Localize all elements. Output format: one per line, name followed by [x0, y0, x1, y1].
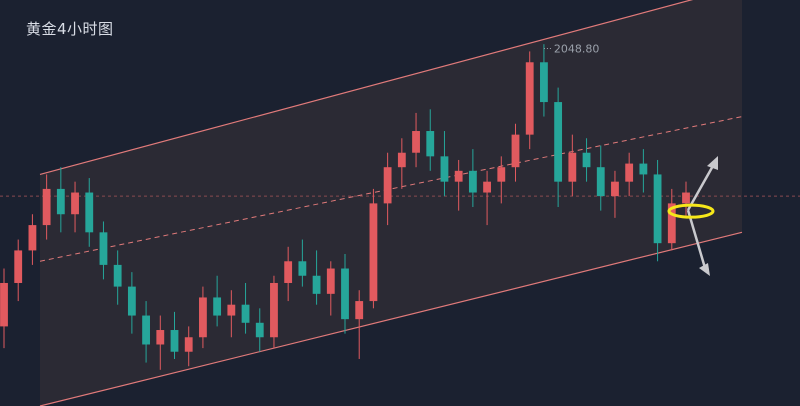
- candle-body: [454, 170, 463, 182]
- candle-body: [468, 170, 477, 193]
- high-annotation-label: 2048.80: [554, 43, 600, 56]
- candle-body: [284, 261, 293, 283]
- candle-body: [85, 192, 94, 233]
- candle-body: [99, 232, 108, 265]
- candle-body: [42, 188, 51, 226]
- candle-body: [611, 181, 619, 197]
- channel-lower-line: [39, 231, 743, 406]
- candle-body: [667, 203, 676, 244]
- candle-body: [639, 163, 648, 175]
- candle-body: [312, 275, 321, 294]
- candle-body: [142, 315, 150, 345]
- candle-body: [28, 225, 37, 251]
- candle-body: [554, 102, 563, 182]
- candle-body: [440, 156, 449, 182]
- chart-title: 黄金4小时图: [26, 20, 114, 38]
- candle-body: [227, 304, 236, 316]
- candle-body: [113, 264, 122, 287]
- channel-upper-line: [39, 0, 694, 176]
- candle-body: [255, 322, 264, 338]
- arrow-up: [686, 163, 716, 211]
- channel-mid-line: [39, 116, 743, 262]
- arrow-down: [686, 209, 707, 269]
- candle-body: [0, 282, 8, 327]
- candle-body: [213, 297, 222, 316]
- candle-body: [170, 330, 179, 352]
- candle-body: [199, 297, 207, 338]
- candle-body: [412, 131, 420, 153]
- candle-body: [14, 250, 23, 283]
- candle-body: [582, 152, 591, 168]
- candle-body: [184, 337, 193, 352]
- direction-arrows: [686, 156, 718, 276]
- candle-body: [596, 167, 605, 197]
- candle-body: [270, 282, 278, 338]
- arrow-down-head: [699, 263, 710, 276]
- candle-body: [156, 330, 165, 345]
- candle-body: [71, 192, 79, 215]
- candle-body: [127, 286, 136, 316]
- candle-body: [525, 62, 534, 135]
- candle-body: [298, 261, 307, 276]
- candle-body: [426, 131, 435, 157]
- candle-body: [241, 304, 250, 323]
- candle-body: [355, 301, 364, 320]
- candle-body: [497, 167, 506, 182]
- candle-body: [653, 174, 662, 244]
- candle-body: [383, 167, 392, 204]
- candle-body: [568, 152, 577, 182]
- candles-group: [0, 44, 690, 370]
- candle-body: [540, 62, 548, 103]
- candle-body: [341, 268, 349, 320]
- candle-body: [369, 203, 378, 302]
- candle-body: [682, 192, 690, 204]
- highlight-ellipse: [667, 203, 715, 219]
- high-annotation: 2048.80: [543, 43, 600, 56]
- candle-body: [625, 163, 634, 182]
- candle-body: [483, 181, 491, 193]
- candle-body: [397, 152, 406, 168]
- candle-body: [326, 268, 335, 294]
- candle-body: [511, 134, 520, 168]
- candle-body: [56, 188, 65, 215]
- arrow-up-head: [707, 156, 718, 170]
